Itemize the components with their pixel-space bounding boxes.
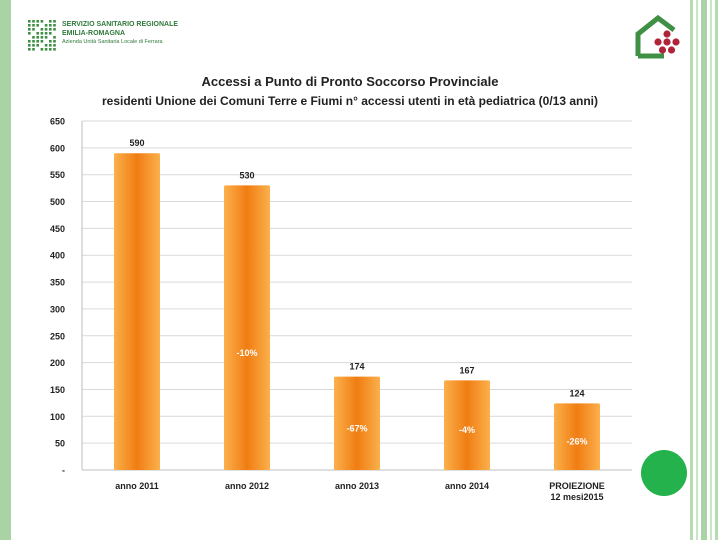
regional-health-logo-icon — [28, 20, 56, 51]
y-tick-label: 500 — [50, 197, 65, 207]
y-tick-label: 650 — [50, 117, 65, 127]
y-tick-label: 450 — [50, 224, 65, 234]
x-tick-label: anno 2014 — [445, 481, 489, 491]
bar-change-label: -4% — [459, 425, 475, 435]
y-tick-label: - — [62, 466, 65, 476]
bar — [554, 403, 600, 470]
bar-value-label: 124 — [569, 388, 584, 398]
bar — [224, 185, 270, 470]
y-tick-label: 600 — [50, 143, 65, 153]
bar-change-label: -67% — [346, 423, 367, 433]
bar-change-label: -26% — [566, 437, 587, 447]
bar-value-label: 530 — [239, 170, 254, 180]
y-tick-label: 400 — [50, 251, 65, 261]
bars: 590 530 -10% 174 -67% 167 -4% 124 -26% — [114, 138, 600, 470]
bar-change-label: -10% — [236, 348, 257, 358]
x-axis-ticks: anno 2011 anno 2012 anno 2013 anno 2014 PROI… — [115, 481, 605, 502]
chart-title: Accessi a Punto di Pronto Soccorso Provi… — [201, 74, 499, 89]
x-tick-label: anno 2013 — [335, 481, 379, 491]
y-tick-label: 150 — [50, 385, 65, 395]
org-line-1: SERVIZIO SANITARIO REGIONALE — [62, 21, 179, 28]
right-decorative-stripes — [686, 0, 720, 540]
chart-subtitle: residenti Unione dei Comuni Terre e Fium… — [101, 94, 599, 108]
bar — [444, 380, 490, 470]
green-circle-decoration — [641, 450, 687, 496]
y-tick-label: 250 — [50, 331, 65, 341]
y-tick-label: 200 — [50, 358, 65, 368]
y-tick-label: 50 — [55, 439, 65, 449]
house-logo-icon — [635, 14, 680, 59]
x-tick-label: anno 2011 — [115, 481, 159, 491]
bar-value-label: 167 — [459, 365, 474, 375]
grid-lines — [81, 120, 632, 471]
y-tick-label: 550 — [50, 170, 65, 180]
x-tick-label: PROIEZIONE — [549, 481, 605, 491]
org-line-2: EMILIA-ROMAGNA — [62, 30, 125, 37]
y-tick-label: 300 — [50, 304, 65, 314]
bar-value-label: 174 — [349, 362, 364, 372]
bar — [334, 376, 380, 470]
x-tick-label: 12 mesi2015 — [550, 492, 603, 502]
bar — [114, 153, 160, 470]
org-line-3: Azienda Unità Sanitaria Locale di Ferrar… — [62, 39, 163, 45]
y-axis-ticks: - 50 100 150 200 250 300 350 400 450 500 550 600 650 — [50, 117, 65, 476]
left-accent-band — [0, 0, 11, 540]
organization-name: SERVIZIO SANITARIO REGIONALE EMILIA-ROMA… — [62, 20, 178, 47]
x-tick-label: anno 2012 — [225, 481, 269, 491]
y-tick-label: 350 — [50, 278, 65, 288]
bar-value-label: 590 — [129, 138, 144, 148]
y-tick-label: 100 — [50, 412, 65, 422]
